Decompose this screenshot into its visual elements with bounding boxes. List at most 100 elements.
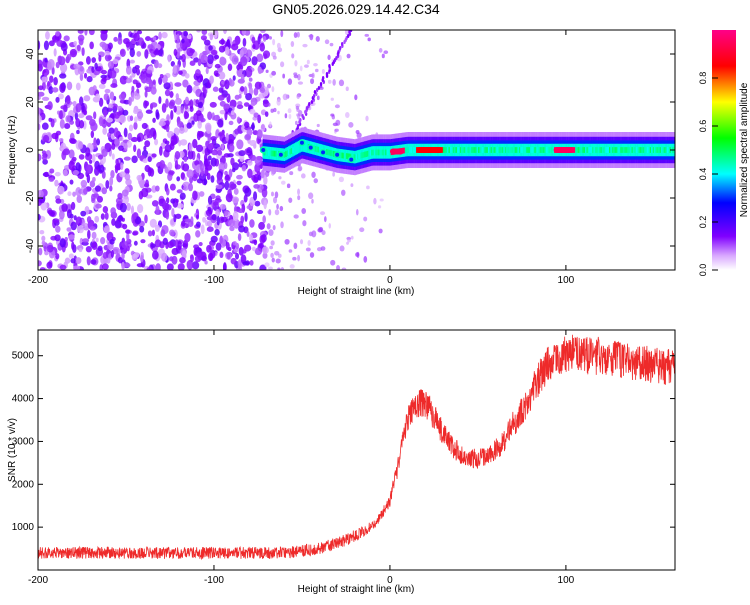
spectrogram-noise-cell bbox=[317, 227, 323, 233]
spectrogram-noise-cell bbox=[246, 230, 250, 238]
spectrogram-noise-cell bbox=[173, 213, 177, 223]
spectrogram-track-cell bbox=[504, 147, 507, 153]
spectrogram-noise-cell bbox=[155, 185, 160, 192]
spectrogram-noise-cell bbox=[53, 76, 58, 86]
spectrogram-track-cell bbox=[655, 147, 657, 153]
spectrogram-noise-cell bbox=[124, 168, 130, 175]
spectrogram-noise-cell bbox=[262, 35, 267, 42]
spectrogram-noise-cell bbox=[256, 53, 264, 63]
spectrogram-noise-cell bbox=[227, 220, 235, 227]
spectrogram-track-cell bbox=[539, 147, 542, 153]
spectrogram-noise-cell bbox=[217, 94, 225, 101]
spectrogram-track-cell bbox=[601, 147, 604, 153]
spectrogram-noise-cell bbox=[84, 30, 88, 36]
spectrogram-noise-cell bbox=[183, 156, 188, 163]
spectrogram-track-cell bbox=[472, 147, 474, 153]
spectrogram-noise-cell bbox=[222, 262, 227, 270]
spectrogram-noise-cell bbox=[98, 83, 106, 90]
spectrogram-track-cell bbox=[658, 147, 660, 153]
spectrogram-noise-cell bbox=[238, 225, 246, 233]
spectrogram-track-cell bbox=[631, 147, 634, 153]
spectrogram-noise-cell bbox=[176, 64, 180, 72]
spectrogram-noise-cell bbox=[307, 239, 311, 247]
spectrogram-noise-cell bbox=[206, 244, 212, 253]
y-tick-label: 5000 bbox=[12, 351, 35, 362]
spectrogram-track-cell bbox=[461, 147, 463, 153]
snr-series-line bbox=[38, 334, 675, 561]
spectrogram-track-cell bbox=[548, 147, 551, 153]
spectrogram-noise-cell bbox=[101, 69, 108, 75]
spectrogram-noise-cell bbox=[236, 139, 244, 150]
spectrogram-noise-cell bbox=[41, 96, 50, 101]
spectrogram-noise-cell bbox=[144, 90, 148, 98]
spectrogram-track-cell bbox=[470, 147, 473, 153]
spectrogram-noise-cell bbox=[122, 223, 128, 230]
spectrogram-noise-cell bbox=[150, 102, 158, 108]
spectrogram-noise-cell bbox=[253, 112, 259, 118]
spectrogram-noise-cell bbox=[227, 188, 232, 199]
spectrogram-track-cell bbox=[489, 147, 491, 153]
spectrogram-track-cell bbox=[413, 147, 415, 153]
spectrogram-track-blob-core bbox=[321, 150, 326, 155]
spectrogram-noise-cell bbox=[363, 256, 368, 263]
spectrogram-noise-cell bbox=[57, 93, 64, 100]
spectrogram-noise-cell bbox=[243, 86, 248, 96]
spectrogram-noise-cell bbox=[252, 246, 256, 252]
spectrogram-noise-cell bbox=[180, 172, 185, 180]
spectrogram-noise-cell bbox=[164, 204, 172, 211]
spectrogram-noise-cell bbox=[336, 265, 340, 270]
spectrogram-noise-cell bbox=[254, 81, 262, 90]
spectrogram-noise-cell bbox=[246, 205, 254, 210]
spectrogram-noise-cell bbox=[294, 59, 298, 67]
spectrogram-track-cell bbox=[653, 147, 656, 153]
spectrogram-noise-cell bbox=[75, 216, 82, 226]
spectrogram-noise-cell bbox=[170, 110, 174, 120]
spectrogram-noise-cell bbox=[178, 127, 185, 134]
spectrogram-noise-cell bbox=[296, 94, 300, 99]
spectrogram-noise-cell bbox=[38, 153, 42, 162]
spectrogram-track-cell bbox=[331, 150, 334, 157]
spectrogram-noise-cell bbox=[199, 74, 204, 82]
spectrogram-track-cell bbox=[603, 147, 605, 153]
spectrogram-noise-cell bbox=[269, 121, 272, 128]
spectrogram-noise-cell bbox=[182, 163, 190, 172]
spectrogram-noise-cell bbox=[154, 138, 159, 146]
spectrogram-track-cell bbox=[356, 153, 359, 160]
spectrogram-noise-cell bbox=[243, 102, 250, 107]
spectrogram-noise-cell bbox=[257, 174, 262, 181]
spectrogram-track-cell bbox=[387, 149, 390, 156]
spectrogram-noise-cell bbox=[91, 231, 97, 240]
spectrogram-noise-cell bbox=[45, 31, 50, 40]
spectrogram-noise-cell bbox=[212, 86, 219, 92]
spectrogram-noise-cell bbox=[120, 162, 124, 171]
spectrogram-noise-cell bbox=[237, 101, 243, 106]
spectrogram-noise-cell bbox=[245, 92, 253, 101]
spectrogram-noise-cell bbox=[69, 179, 74, 185]
spectrogram-track-cell bbox=[497, 147, 500, 153]
spectrogram-noise-cell bbox=[83, 188, 88, 195]
spectrogram-noise-cell bbox=[310, 78, 315, 85]
spectrogram-track-cell bbox=[637, 147, 639, 153]
spectrogram-noise-cell bbox=[144, 140, 151, 148]
spectrogram-noise-cell bbox=[85, 56, 91, 65]
spectrogram-track-cell bbox=[465, 147, 467, 153]
spectrogram-noise-cell bbox=[70, 201, 76, 211]
spectrogram-noise-cell bbox=[60, 42, 68, 52]
spectrogram-noise-cell bbox=[189, 60, 196, 66]
spectrogram-noise-cell bbox=[113, 36, 118, 42]
spectrogram-noise-cell bbox=[293, 242, 298, 250]
spectrogram-track-cell bbox=[585, 147, 587, 153]
spectrogram-noise-cell bbox=[338, 79, 345, 87]
spectrogram-noise-cell bbox=[94, 215, 100, 223]
spectrogram-track-cell bbox=[614, 147, 617, 153]
spectrogram-streak-cell bbox=[296, 124, 300, 128]
spectrogram-noise-cell bbox=[176, 189, 183, 194]
spectrogram-noise-cell bbox=[240, 47, 248, 55]
spectrogram-noise-cell bbox=[228, 120, 234, 126]
spectrogram-noise-cell bbox=[43, 245, 47, 252]
spectrogram-noise-cell bbox=[240, 73, 245, 83]
spectrogram-noise-cell bbox=[98, 116, 104, 127]
spectrogram-track-cell bbox=[306, 143, 308, 150]
spectrogram-noise-cell bbox=[136, 148, 142, 159]
